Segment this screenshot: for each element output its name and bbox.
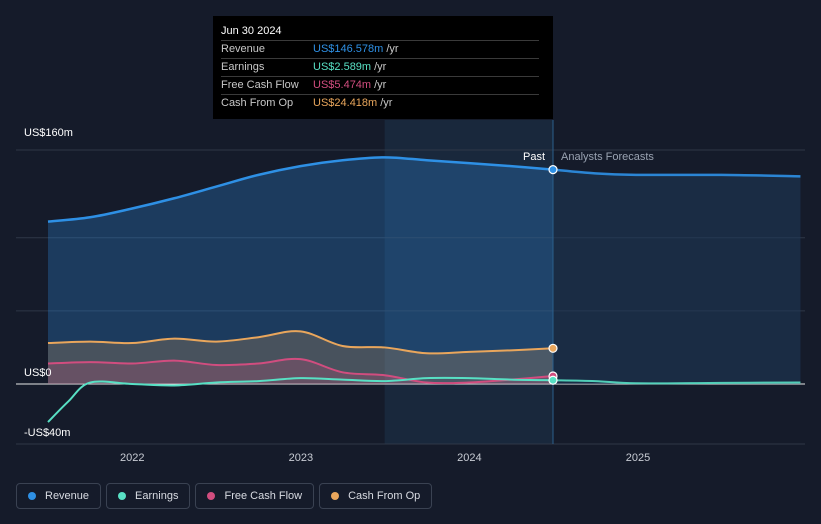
y-tick-label: -US$40m xyxy=(24,427,70,439)
legend-dot-icon xyxy=(207,492,216,500)
area-revenue xyxy=(48,157,553,384)
tooltip-unit: /yr xyxy=(374,61,387,73)
area-cash-from-op xyxy=(48,331,553,384)
legend-label: Cash From Op xyxy=(348,490,421,502)
x-tick-label: 2022 xyxy=(120,452,144,464)
tooltip-label: Earnings xyxy=(221,61,265,73)
tooltip-row-earnings: Earnings US$2.589m /yr xyxy=(221,58,539,76)
x-tick-label: 2025 xyxy=(626,452,650,464)
line-revenue xyxy=(47,156,554,223)
line-revenue-forecast xyxy=(552,168,801,178)
point-revenue xyxy=(548,165,558,175)
line-free-cash-flow xyxy=(47,357,554,385)
line-earnings xyxy=(47,376,554,423)
forecast-label: Analysts Forecasts xyxy=(561,151,654,163)
legend-label: Revenue xyxy=(45,490,90,502)
legend-label: Earnings xyxy=(135,490,179,502)
tooltip-value: US$2.589m xyxy=(313,61,372,73)
tooltip-unit: /yr xyxy=(386,43,399,55)
tooltip-value: US$24.418m xyxy=(313,97,378,109)
tooltip-row-free-cash-flow: Free Cash Flow US$5.474m /yr xyxy=(221,76,539,94)
legend-item-free-cash-flow[interactable]: Free Cash Flow xyxy=(195,483,315,509)
tooltip-value: US$146.578m xyxy=(313,43,384,55)
tooltip-label: Cash From Op xyxy=(221,97,294,109)
point-earnings xyxy=(548,375,558,385)
legend-item-earnings[interactable]: Earnings xyxy=(106,483,191,509)
legend-item-revenue[interactable]: Revenue xyxy=(16,483,102,509)
line-earnings-forecast xyxy=(552,379,801,385)
legend-dot-icon xyxy=(28,492,36,500)
tooltip-label: Revenue xyxy=(221,43,266,55)
past-label: Past xyxy=(523,151,545,163)
legend-dot-icon xyxy=(331,492,340,500)
line-cash-from-op xyxy=(47,330,554,355)
tooltip-unit: /yr xyxy=(374,79,387,91)
y-tick-label: US$160m xyxy=(24,127,73,139)
tooltip-unit: /yr xyxy=(380,97,393,109)
highlight-band xyxy=(384,120,553,444)
tooltip-date: Jun 30 2024 xyxy=(221,25,282,37)
point-cash-from-op xyxy=(548,343,558,353)
y-tick-label: US$0 xyxy=(24,367,52,379)
tooltip-row-revenue: Revenue US$146.578m /yr xyxy=(221,40,539,58)
tooltip: Jun 30 2024 Revenue US$146.578m /yr Earn… xyxy=(213,16,553,119)
legend-label: Free Cash Flow xyxy=(224,490,303,502)
tooltip-rows: Revenue US$146.578m /yr Earnings US$2.58… xyxy=(221,40,545,112)
legend-dot-icon xyxy=(118,492,127,500)
legend-item-cash-from-op[interactable]: Cash From Op xyxy=(319,483,433,509)
legend: Revenue Earnings Free Cash Flow Cash Fro… xyxy=(16,483,433,509)
tooltip-row-cash-from-op: Cash From Op US$24.418m /yr xyxy=(221,94,539,112)
tooltip-value: US$5.474m xyxy=(313,79,372,91)
tooltip-label: Free Cash Flow xyxy=(221,79,299,91)
x-tick-label: 2024 xyxy=(457,452,481,464)
x-tick-label: 2023 xyxy=(289,452,313,464)
area-free-cash-flow xyxy=(48,358,553,384)
area-revenue-forecast xyxy=(553,169,801,384)
